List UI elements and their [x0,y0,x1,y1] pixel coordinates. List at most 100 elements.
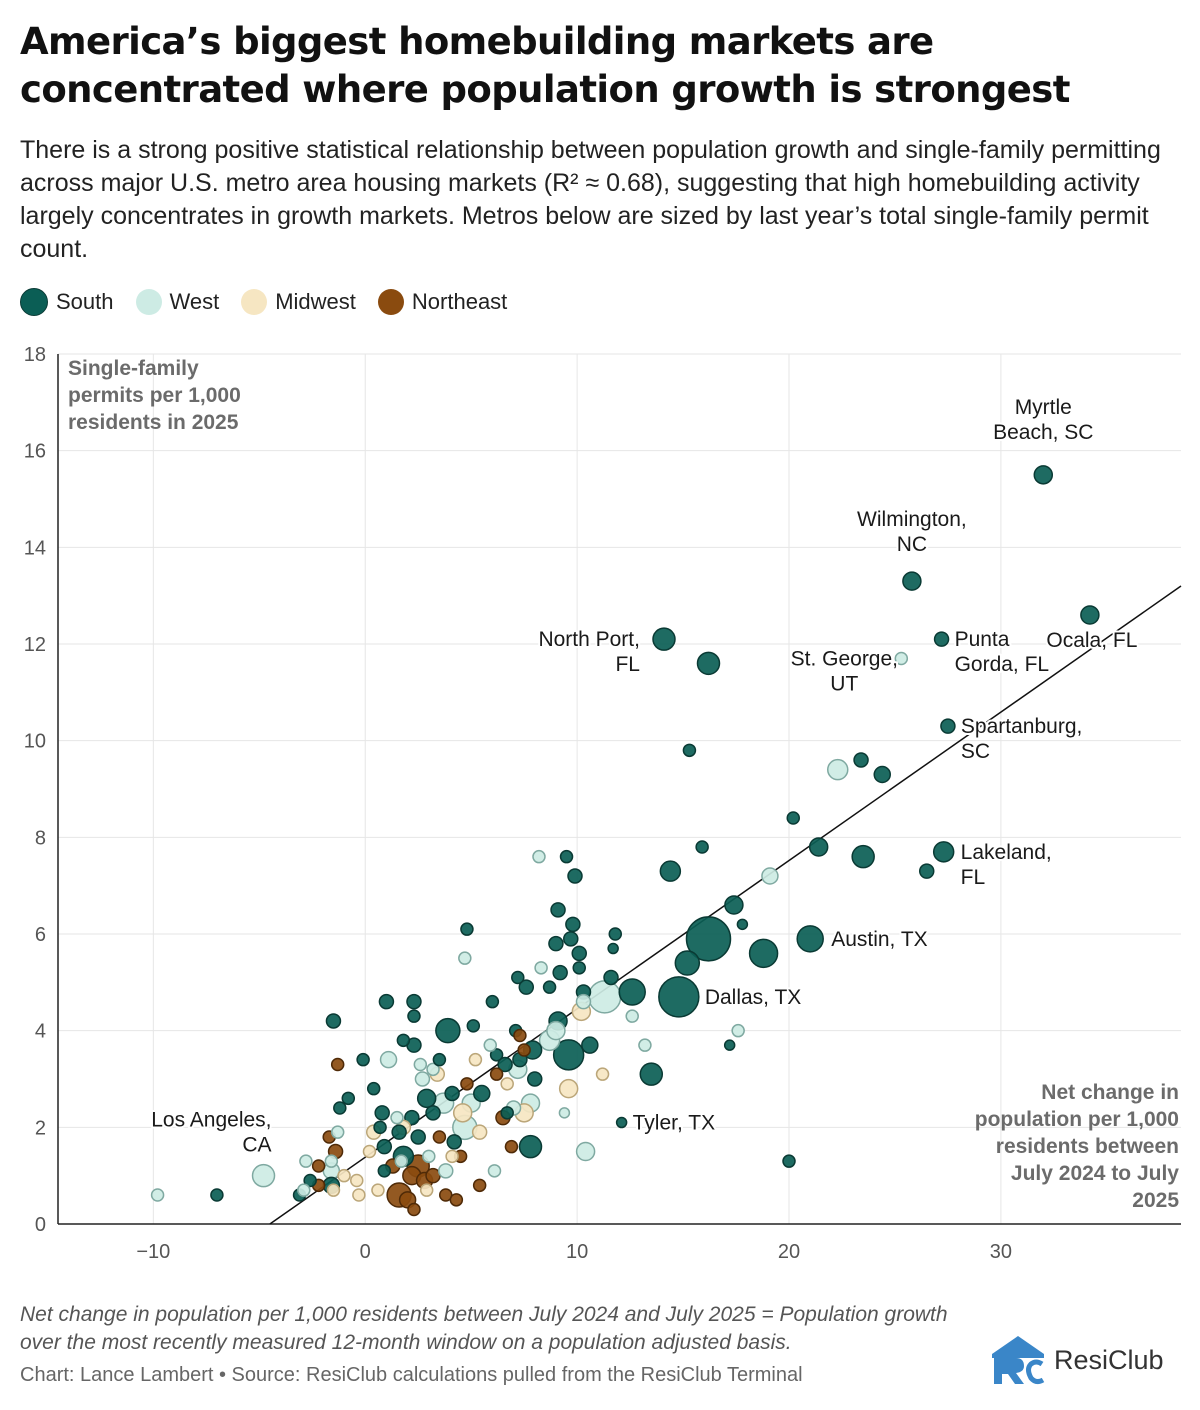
data-point [696,651,721,676]
y-tick-label: 18 [24,344,46,366]
data-point [419,1183,434,1197]
data-point [695,840,709,854]
y-tick-label: 16 [24,441,46,463]
scatter-chart: −10 0 10 20 30 0 2 4 6 8 10 12 14 16 18 Single-family pe… [24,344,1182,1263]
data-point [396,1033,411,1048]
x-tick-label: 30 [990,1241,1012,1263]
data-point [376,1138,393,1155]
data-point [552,964,568,981]
data-point [853,752,869,768]
x-tick-label: −10 [136,1241,170,1263]
data-point [873,765,891,784]
data-point [674,950,701,976]
data-point [786,811,800,825]
data-point [330,1125,345,1139]
data-point [311,1159,326,1173]
data-point [607,942,619,955]
legend-swatch-northeast [377,289,404,315]
data-point [571,945,587,962]
y-tick-label: 0 [35,1214,46,1236]
data-point [413,1057,428,1072]
data-point [500,1077,514,1091]
data-point [546,1020,566,1041]
data-point [615,1116,628,1129]
data-point [435,1017,461,1044]
data-point [352,1188,366,1202]
data-point [625,1009,639,1023]
data-point [567,868,583,884]
data-point [432,1130,447,1144]
data-point [638,1038,652,1052]
data-point [608,927,623,941]
data-point [407,1009,421,1023]
data-point [460,1077,474,1091]
data-point [426,1062,440,1077]
data-point [404,1109,420,1126]
data-point [325,1013,342,1029]
data-point [438,1163,454,1179]
data-point [299,1154,313,1168]
data-point [724,895,744,915]
data-point [639,1062,664,1086]
data-point [297,1183,311,1197]
data-point [452,1103,473,1123]
legend-item-south: South [20,288,114,316]
data-point [485,994,500,1009]
data-point [414,1071,431,1087]
data-point [563,931,579,947]
data-point [330,1057,345,1072]
data-point [575,993,592,1010]
resiclub-logo-text: ResiClub [1054,1344,1164,1375]
data-point [1080,605,1100,625]
data-point [511,970,525,985]
x-tick-label: 20 [778,1241,800,1263]
y-tick-label: 8 [35,827,46,849]
data-point [446,1134,462,1150]
point-label: Austin, TX [831,928,928,951]
data-point [518,1134,543,1159]
data-point [603,969,619,986]
data-point [374,1105,390,1121]
data-point [378,993,395,1010]
data-point [410,1129,426,1145]
data-point [595,1067,610,1081]
data-point [1033,465,1054,485]
data-point [782,1154,796,1168]
data-point [534,961,548,975]
y-tick-label: 12 [24,634,46,656]
data-point [932,841,955,863]
y-tick-label: 2 [35,1117,46,1139]
legend-item-west: West [135,289,219,315]
data-point [682,743,697,758]
data-point [326,1183,341,1197]
data-point [748,938,779,969]
data-point [826,758,849,781]
source-credit: Chart: Lance Lambert • Source: ResiClub … [20,1364,803,1386]
data-point [489,1067,504,1081]
y-tick-label: 14 [24,537,46,559]
data-point [902,571,922,591]
data-point [337,1168,351,1183]
data-point [552,1039,585,1071]
data-point [526,1071,543,1087]
y-axis-title: Single-family permits per 1,000 residents … [68,357,241,434]
data-point [504,1139,519,1154]
data-point [685,916,732,962]
data-point [379,1050,398,1069]
data-point [933,631,950,647]
data-point [458,951,472,965]
point-label: North Port, FL [538,628,640,676]
data-point [472,1178,487,1193]
data-point [333,1101,347,1115]
x-axis-title: Net change in population per 1,000 residen… [975,1081,1180,1212]
point-label: Myrtle Beach, SC [993,396,1093,444]
data-point [366,1081,381,1096]
data-point [324,1154,339,1168]
resiclub-logo-icon [992,1336,1045,1385]
data-point [559,849,574,864]
resiclub-logo: ResiClub [990,1334,1164,1386]
data-point [150,1188,165,1202]
data-point [618,978,646,1006]
data-point [658,976,700,1018]
chart-title: America’s biggest homebuilding markets a… [20,20,1070,111]
